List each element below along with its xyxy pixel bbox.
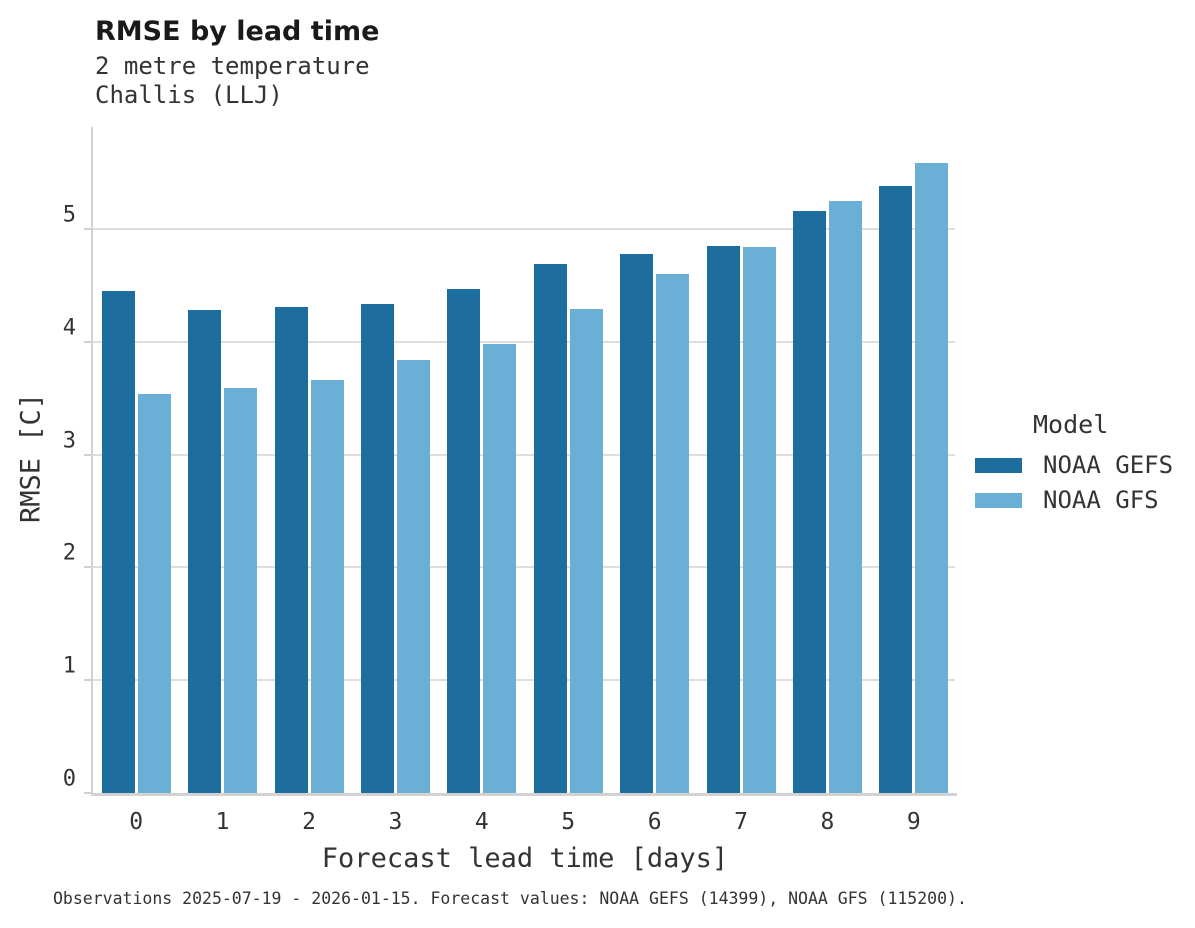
y-tick-label-0: 0 <box>62 766 76 792</box>
bar-noaa-gefs-lead-4 <box>447 288 481 793</box>
bar-group-lead-9 <box>871 127 957 793</box>
y-tick-mark-1 <box>84 679 91 682</box>
legend-item-noaa-gefs: NOAA GEFS <box>975 451 1174 479</box>
x-tick-label-5: 5 <box>561 809 576 835</box>
bar-group-lead-6 <box>611 127 697 793</box>
bar-group-lead-1 <box>179 127 265 793</box>
gridline-y-2 <box>93 566 955 569</box>
x-tick-labels: 0 1 2 3 4 5 6 7 8 9 <box>93 809 957 835</box>
bar-noaa-gfs-lead-6 <box>656 274 690 793</box>
gridline-y-3 <box>93 453 955 456</box>
y-tick-mark-2 <box>84 566 91 569</box>
y-axis-title: RMSE [C] <box>15 392 47 524</box>
bar-noaa-gefs-lead-9 <box>879 186 913 793</box>
bar-noaa-gfs-lead-7 <box>742 247 776 793</box>
legend-label-gfs: NOAA GFS <box>1043 486 1159 514</box>
bar-noaa-gfs-lead-2 <box>310 380 344 793</box>
y-tick-mark-4 <box>84 340 91 343</box>
x-tick-label-3: 3 <box>388 809 403 835</box>
bar-group-lead-4 <box>439 127 525 793</box>
legend-title: Model <box>1033 410 1109 439</box>
plot-area: 0 1 2 3 4 5 0 1 2 3 4 5 6 7 8 9 <box>63 127 957 835</box>
bar-group-lead-5 <box>525 127 611 793</box>
legend-item-noaa-gfs: NOAA GFS <box>975 486 1173 514</box>
bars-layer <box>93 127 957 793</box>
legend-label-gefs: NOAA GEFS <box>1043 451 1174 479</box>
bar-noaa-gefs-lead-8 <box>792 211 826 793</box>
chart-subtitle: 2 metre temperature Challis (LLJ) <box>95 52 370 110</box>
bar-noaa-gfs-lead-9 <box>915 162 949 793</box>
x-tick-label-1: 1 <box>215 809 230 835</box>
gridline-y-4 <box>93 340 955 343</box>
gridline-y-1 <box>93 679 955 682</box>
bar-noaa-gefs-lead-5 <box>533 264 567 793</box>
bar-noaa-gfs-lead-3 <box>396 359 430 793</box>
bar-noaa-gefs-lead-7 <box>706 246 740 793</box>
x-axis-title: Forecast lead time [days] <box>321 843 729 874</box>
y-tick-label-5: 5 <box>62 202 76 228</box>
x-tick-label-8: 8 <box>820 809 835 835</box>
x-tick-label-4: 4 <box>474 809 489 835</box>
y-tick-label-2: 2 <box>62 540 76 566</box>
chart-title: RMSE by lead time <box>95 16 380 47</box>
bar-noaa-gefs-lead-6 <box>620 253 654 793</box>
gfs-swatch-icon <box>975 492 1022 508</box>
bar-group-lead-7 <box>698 127 784 793</box>
bar-noaa-gefs-lead-0 <box>101 291 135 793</box>
y-tick-mark-5 <box>84 228 91 231</box>
y-tick-label-1: 1 <box>62 653 76 679</box>
bar-noaa-gfs-lead-0 <box>137 393 171 793</box>
bar-noaa-gefs-lead-1 <box>188 310 222 793</box>
bar-group-lead-8 <box>784 127 870 793</box>
y-axis-spine <box>91 127 93 796</box>
x-tick-label-9: 9 <box>906 809 921 835</box>
x-tick-label-0: 0 <box>129 809 144 835</box>
bar-noaa-gfs-lead-8 <box>828 200 862 793</box>
subtitle-station: Challis (LLJ) <box>95 81 283 109</box>
bar-noaa-gfs-lead-5 <box>569 309 603 793</box>
bar-noaa-gfs-lead-1 <box>224 388 258 793</box>
legend: Model NOAA GEFS NOAA GFS <box>975 410 1173 523</box>
subtitle-variable: 2 metre temperature <box>95 52 370 80</box>
bar-noaa-gfs-lead-4 <box>483 344 517 793</box>
gridline-y-5 <box>93 228 955 231</box>
bar-group-lead-3 <box>352 127 438 793</box>
bar-noaa-gefs-lead-3 <box>360 303 394 793</box>
x-axis-spine <box>91 793 957 796</box>
bar-noaa-gefs-lead-2 <box>274 306 308 793</box>
bar-group-lead-0 <box>93 127 179 793</box>
x-tick-label-7: 7 <box>734 809 748 835</box>
y-tick-label-3: 3 <box>62 428 76 454</box>
x-tick-label-6: 6 <box>647 809 662 835</box>
caption-text: Observations 2025-07-19 - 2026-01-15. Fo… <box>53 889 967 908</box>
y-tick-mark-3 <box>84 453 91 456</box>
y-tick-mark-0 <box>84 792 91 794</box>
gefs-swatch-icon <box>975 457 1022 473</box>
x-tick-label-2: 2 <box>302 809 316 835</box>
bar-group-lead-2 <box>266 127 352 793</box>
y-tick-label-4: 4 <box>62 315 76 341</box>
